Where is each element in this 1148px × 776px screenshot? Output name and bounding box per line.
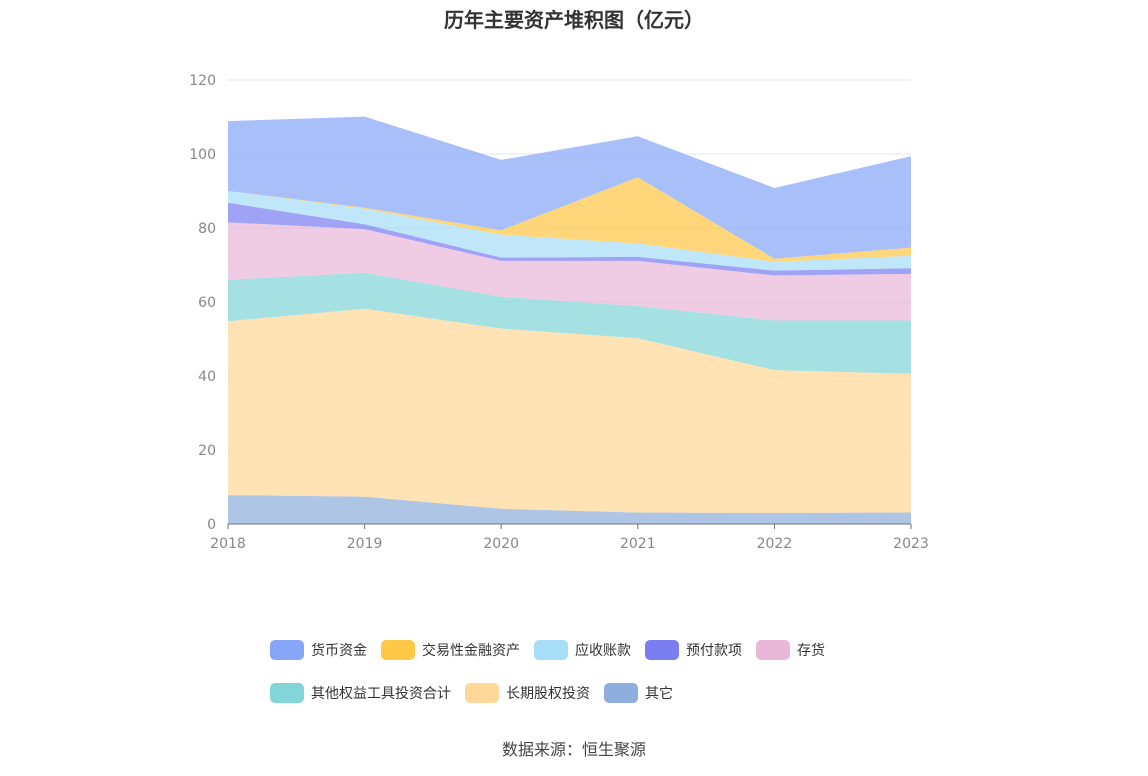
x-tick-label: 2018: [210, 536, 246, 552]
legend-item[interactable]: 应收账款: [534, 638, 631, 661]
legend-label: 应收账款: [575, 642, 631, 659]
y-tick-label: 20: [198, 443, 216, 459]
legend-swatch: [645, 639, 679, 660]
area-series-0: [228, 495, 911, 524]
area-series-6: [228, 177, 911, 262]
area-series-7: [228, 116, 911, 259]
y-tick-label: 0: [207, 517, 216, 533]
x-tick-label: 2021: [620, 536, 656, 552]
legend-item[interactable]: 预付款项: [645, 638, 742, 661]
legend-swatch: [534, 639, 568, 660]
legend-label: 货币资金: [311, 642, 367, 659]
legend-item[interactable]: 其它: [604, 681, 673, 704]
area-series-4: [228, 202, 911, 276]
legend-item[interactable]: 货币资金: [270, 638, 367, 661]
legend-label: 长期股权投资: [506, 685, 590, 702]
legend-swatch: [270, 682, 304, 703]
legend-label: 其它: [645, 685, 673, 702]
x-tick-label: 2020: [483, 536, 519, 552]
legend-label: 预付款项: [686, 642, 742, 659]
legend-item[interactable]: 其他权益工具投资合计: [270, 681, 451, 704]
area-series-5: [228, 191, 911, 271]
legend-swatch: [756, 639, 790, 660]
legend-swatch: [270, 639, 304, 660]
legend-item[interactable]: 存货: [756, 638, 825, 661]
legend-swatch: [381, 639, 415, 660]
legend-item[interactable]: 长期股权投资: [465, 681, 590, 704]
x-tick-label: 2022: [757, 536, 793, 552]
area-series-3: [228, 222, 911, 321]
chart-title: 历年主要资产堆积图（亿元）: [444, 8, 704, 32]
area-series-2: [228, 272, 911, 374]
legend-swatch: [465, 682, 499, 703]
legend-label: 存货: [797, 642, 825, 659]
legend-label: 交易性金融资产: [422, 642, 520, 659]
area-series-1: [228, 308, 911, 513]
y-tick-label: 100: [189, 147, 216, 163]
legend-label: 其他权益工具投资合计: [311, 685, 451, 702]
y-tick-label: 120: [189, 73, 216, 89]
y-tick-label: 80: [198, 221, 216, 237]
x-tick-label: 2023: [893, 536, 929, 552]
y-tick-label: 60: [198, 295, 216, 311]
legend-swatch: [604, 682, 638, 703]
y-tick-label: 40: [198, 369, 216, 385]
legend-item[interactable]: 交易性金融资产: [381, 638, 520, 661]
x-tick-label: 2019: [347, 536, 383, 552]
source-note: 数据来源：恒生聚源: [501, 740, 646, 759]
legend: 货币资金 交易性金融资产 应收账款 预付款项 存货其他权益工具投资合计 长期股权投资 其它: [270, 638, 910, 704]
